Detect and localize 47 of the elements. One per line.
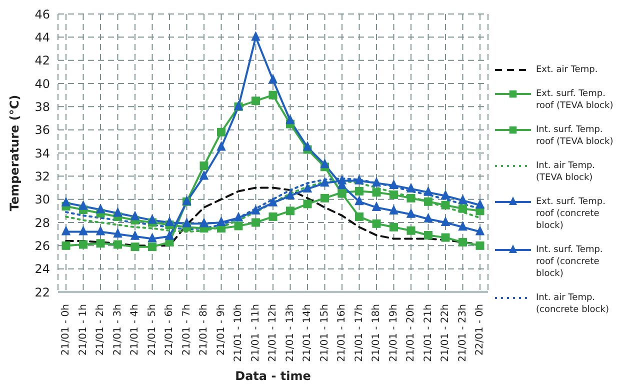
x-tick-label: 21/01 - 12h: [268, 304, 278, 362]
y-tick-label: 30: [34, 192, 50, 207]
x-tick-label: 21/01 - 4h: [130, 304, 140, 356]
x-tick-label: 21/01 - 0h: [60, 304, 72, 356]
x-axis-title: Data - time: [235, 369, 311, 383]
x-tick-label: 21/01 - 18h: [371, 304, 382, 362]
x-tick-label: 21/01 - 14h: [302, 304, 313, 362]
y-tick-label: 28: [34, 216, 50, 230]
x-tick-label: 21/01 - 20h: [406, 304, 416, 362]
x-tick-label: 21/01 - 10h: [233, 304, 244, 362]
x-tick-label: 21/01 - 9h: [216, 304, 227, 356]
x-tick-label: 21/01 - 6h: [164, 304, 175, 356]
x-tick-label: 21/01 - 23h: [457, 304, 468, 362]
y-tick-label: 44: [34, 30, 50, 44]
legend-label: Int. air Temp. (concrete block): [536, 292, 610, 316]
x-tick-label: 21/01 - 5h: [146, 304, 158, 356]
y-tick-label: 42: [34, 54, 50, 68]
x-tick-label: 21/01 - 3h: [112, 304, 124, 356]
x-tick-label: 21/01 - 16h: [336, 304, 348, 362]
y-tick-label: 24: [34, 262, 50, 276]
x-tick-label: 21/01 - 2h: [95, 304, 106, 356]
y-tick-label: 22: [34, 285, 50, 300]
x-tick-label: 21/01 - 7h: [181, 304, 192, 356]
x-tick-label: 21/01 - 1h: [78, 304, 89, 356]
y-tick-label: 40: [34, 76, 50, 91]
y-tick-label: 34: [34, 146, 50, 160]
legend-label: Ext. surf. Temp. roof (TEVA block): [536, 88, 614, 112]
x-tick-label: 21/01 - 11h: [250, 304, 262, 362]
y-tick-label: 32: [34, 169, 50, 184]
legend-label: Int. air Temp. (TEVA block): [536, 160, 596, 184]
y-tick-label: 26: [34, 238, 50, 253]
x-tick-label: 21/01 - 17h: [354, 304, 365, 362]
y-tick-label: 36: [34, 123, 50, 138]
y-tick-label: 46: [34, 7, 50, 22]
x-tick-label: 21/01 - 21h: [422, 304, 434, 362]
x-tick-label: 21/01 - 13h: [284, 304, 296, 362]
x-tick-label: 21/01 - 8h: [198, 304, 210, 356]
x-tick-label: 21/01 - 15h: [319, 304, 330, 362]
legend-label: Ext. surf. Temp. roof (concrete block): [536, 196, 606, 232]
x-tick-label: 22/01 - 0h: [474, 304, 486, 356]
legend-label: Int. surf. Temp. roof (TEVA block): [536, 124, 614, 148]
x-tick-label: 21/01 - 19h: [388, 304, 400, 362]
y-axis-title: Temperature (°C): [7, 94, 22, 212]
y-tick-label: 38: [34, 100, 50, 114]
legend-label: Int. surf. Temp. roof (concrete block): [536, 244, 604, 280]
legend-label: Ext. air Temp.: [536, 64, 598, 76]
x-tick-label: 21/01 - 22h: [440, 304, 451, 362]
